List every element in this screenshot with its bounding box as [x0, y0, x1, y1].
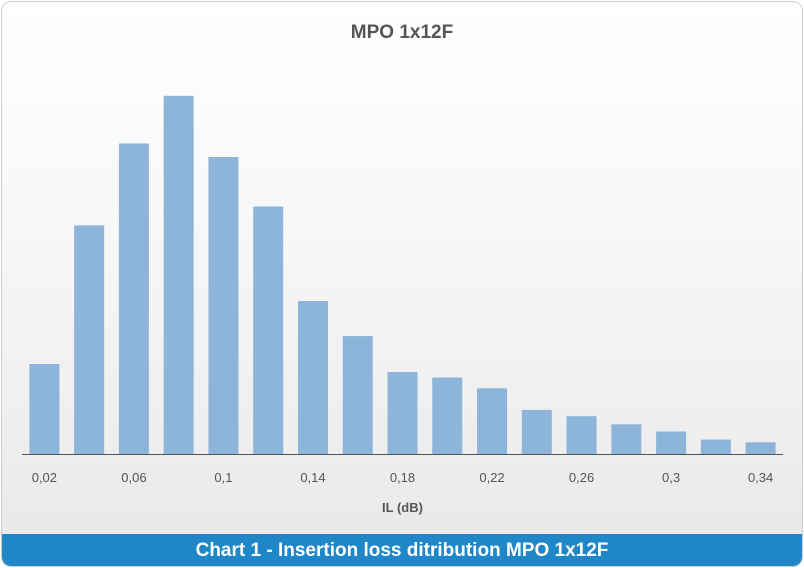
x-tick-label: 0,22 — [479, 470, 504, 485]
x-tick-label: 0,14 — [300, 470, 325, 485]
x-tick-label: 0,34 — [748, 470, 773, 485]
bar — [29, 364, 60, 454]
bar — [745, 442, 776, 454]
bar — [74, 225, 105, 454]
bar — [208, 157, 239, 454]
bar — [700, 439, 731, 454]
bar — [387, 372, 418, 454]
x-tick-label: 0,3 — [662, 470, 680, 485]
bar — [432, 377, 463, 454]
bar — [342, 336, 373, 454]
x-tick-label: 0,26 — [569, 470, 594, 485]
x-tick-label: 0,06 — [121, 470, 146, 485]
bar — [656, 431, 687, 454]
bar — [611, 424, 642, 454]
bar — [163, 95, 194, 455]
bar — [477, 388, 508, 454]
bar — [297, 301, 328, 454]
x-tick-label: 0,02 — [32, 470, 57, 485]
bar — [566, 416, 597, 454]
x-axis-label: IL (dB) — [382, 500, 423, 515]
bar-chart: 0,02 0,06 0,1 0,14 0,18 0,22 0,26 0,3 0,34 IL (dB… — [22, 95, 783, 515]
x-tick-label: 0,1 — [214, 470, 232, 485]
x-tick-label: 0,18 — [390, 470, 415, 485]
chart-title: MPO 1x12F — [350, 22, 454, 43]
chart-caption: Chart 1 - Insertion loss ditribution MPO… — [2, 534, 802, 566]
bar — [118, 143, 149, 454]
bar — [521, 409, 552, 454]
bar — [253, 206, 284, 454]
